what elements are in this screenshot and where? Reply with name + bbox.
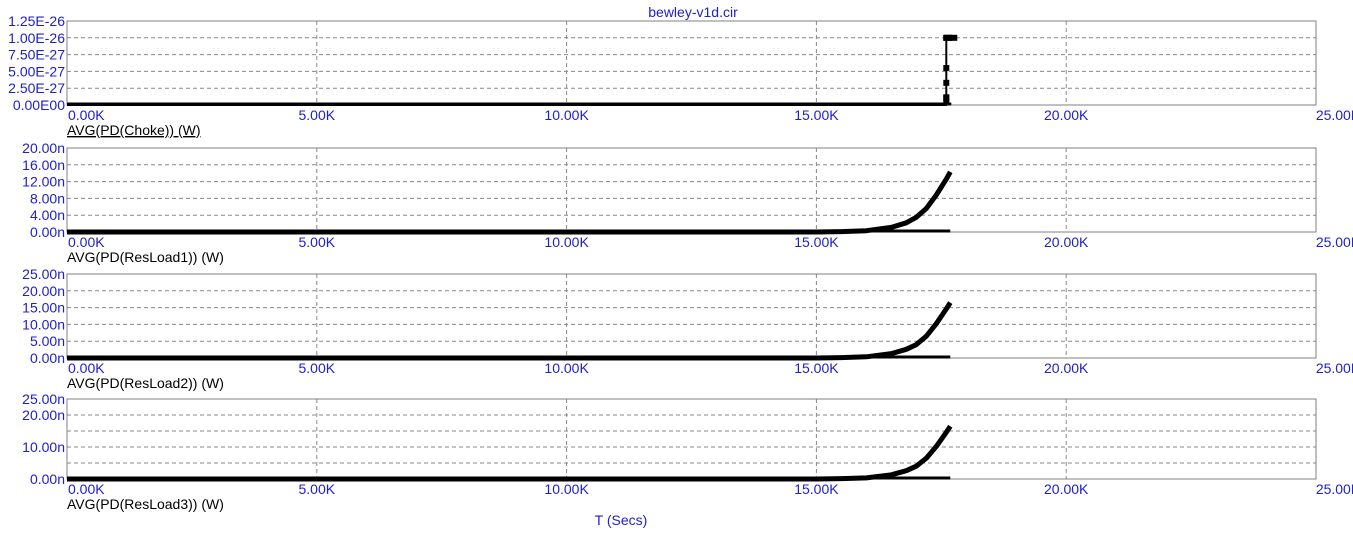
- y-tick-label: 20.00n: [22, 407, 65, 423]
- y-tick-label: 0.00n: [30, 350, 65, 366]
- series-label: AVG(PD(ResLoad3)) (W): [67, 496, 224, 512]
- x-axis-label: T (Secs): [595, 512, 648, 528]
- series-line: [67, 170, 953, 235]
- x-tick-label: 15.00K: [794, 481, 839, 497]
- data-point: [943, 94, 950, 105]
- x-tick-label: 0.00K: [68, 234, 105, 250]
- y-tick-label: 20.00n: [22, 283, 65, 299]
- x-tick-label: 20.00K: [1044, 481, 1089, 497]
- y-tick-label: 1.25E-26: [8, 13, 65, 29]
- x-tick-label: 10.00K: [544, 107, 589, 123]
- x-tick-label: 5.00K: [299, 107, 336, 123]
- plot-frame: [66, 20, 1317, 106]
- y-tick-label: 12.00n: [22, 174, 65, 190]
- x-tick-label: 0.00K: [68, 107, 105, 123]
- y-tick-label: 10.00n: [22, 439, 65, 455]
- plot-frame: [66, 398, 1317, 480]
- x-tick-label: 25.00K: [1316, 360, 1353, 376]
- x-tick-label: 5.00K: [299, 481, 336, 497]
- x-tick-label: 25.00K: [1316, 107, 1353, 123]
- series-line: [67, 301, 953, 361]
- y-tick-label: 0.00n: [30, 471, 65, 487]
- x-tick-label: 10.00K: [544, 481, 589, 497]
- x-tick-label: 15.00K: [794, 107, 839, 123]
- plot-panel-1: 0.00K 5.00K 10.00K 15.00K 20.00K 25.00K 0.00E0…: [8, 13, 1353, 138]
- x-tick-label: 25.00K: [1316, 234, 1353, 250]
- x-tick-label: 20.00K: [1044, 234, 1089, 250]
- y-tick-label: 5.00E-27: [8, 63, 65, 79]
- series-line: [67, 424, 953, 482]
- y-tick-label: 2.50E-27: [8, 80, 65, 96]
- x-tick-label: 20.00K: [1044, 107, 1089, 123]
- y-tick-label: 15.00n: [22, 300, 65, 316]
- data-point: [943, 34, 953, 41]
- series-label: AVG(PD(Choke)) (W): [67, 122, 201, 138]
- y-tick-label: 25.00n: [22, 266, 65, 282]
- x-tick-label: 15.00K: [794, 234, 839, 250]
- plot-panel-2: 0.00K 5.00K 10.00K 15.00K 20.00K 25.00K 0.00n4…: [22, 140, 1353, 265]
- series-label: AVG(PD(ResLoad2)) (W): [67, 375, 224, 391]
- y-tick-label: 4.00n: [30, 207, 65, 223]
- y-tick-label: 20.00n: [22, 140, 65, 156]
- data-point: [943, 65, 950, 72]
- x-tick-label: 10.00K: [544, 360, 589, 376]
- x-tick-label: 0.00K: [68, 481, 105, 497]
- x-tick-label: 15.00K: [794, 360, 839, 376]
- x-tick-label: 5.00K: [299, 360, 336, 376]
- data-point: [943, 79, 950, 86]
- y-tick-label: 8.00n: [30, 190, 65, 206]
- data-point: [948, 34, 958, 41]
- y-tick-label: 1.00E-26: [8, 30, 65, 46]
- plot-panel-4: 0.00K 5.00K 10.00K 15.00K 20.00K 25.00K 0.00n 1…: [22, 391, 1353, 512]
- y-tick-label: 7.50E-27: [8, 47, 65, 63]
- plot-frame: [66, 147, 1317, 233]
- y-tick-label: 5.00n: [30, 333, 65, 349]
- y-tick-label: 0.00n: [30, 224, 65, 240]
- series-label: AVG(PD(ResLoad1)) (W): [67, 249, 224, 265]
- y-tick-label: 25.00n: [22, 391, 65, 407]
- y-tick-label: 0.00E00: [13, 97, 65, 113]
- plot-frame: [66, 273, 1317, 359]
- x-tick-label: 5.00K: [299, 234, 336, 250]
- x-tick-label: 20.00K: [1044, 360, 1089, 376]
- chart-title: bewley-v1d.cir: [648, 4, 738, 20]
- x-tick-label: 10.00K: [544, 234, 589, 250]
- plot-panel-3: 0.00K 5.00K 10.00K 15.00K 20.00K 25.00K 0.00n5…: [22, 266, 1353, 391]
- x-tick-label: 25.00K: [1316, 481, 1353, 497]
- y-tick-label: 10.00n: [22, 316, 65, 332]
- x-tick-label: 0.00K: [68, 360, 105, 376]
- y-tick-label: 16.00n: [22, 157, 65, 173]
